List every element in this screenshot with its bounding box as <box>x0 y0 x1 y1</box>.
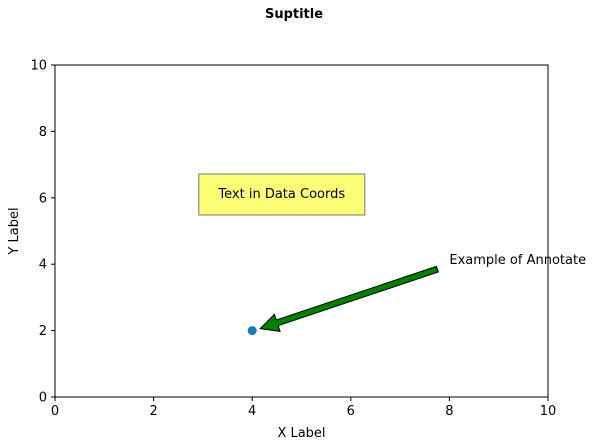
text-box-label: Text in Data Coords <box>217 187 345 202</box>
scatter-point <box>247 326 257 336</box>
text-box-frame <box>198 173 366 216</box>
scatter-points <box>247 326 257 336</box>
y-axis-ticks: 0 2 4 6 8 10 <box>30 59 55 406</box>
x-tick-label: 4 <box>248 404 256 419</box>
x-axis-ticks: 0 2 4 6 8 10 <box>51 397 556 419</box>
x-tick-label: 0 <box>51 404 59 419</box>
y-tick-label: 4 <box>39 258 47 273</box>
x-tick-label: 10 <box>540 404 557 419</box>
annotation-arrow <box>259 265 440 333</box>
x-tick-label: 2 <box>149 404 157 419</box>
axes-frame <box>54 64 549 398</box>
annotation-label: Example of Annotate <box>449 253 586 268</box>
y-tick-label: 2 <box>39 324 47 339</box>
y-axis-label: Y Label <box>7 207 22 255</box>
x-tick-label: 6 <box>347 404 355 419</box>
y-tick-label: 6 <box>39 191 47 206</box>
text-box: Text in Data Coords <box>198 173 366 216</box>
annotation: Example of Annotate <box>259 253 586 333</box>
y-tick-label: 10 <box>30 59 47 74</box>
chart-suptitle: Suptitle <box>265 7 323 22</box>
x-axis-label: X Label <box>277 426 325 441</box>
x-tick-label: 8 <box>445 404 453 419</box>
y-tick-label: 8 <box>39 125 47 140</box>
y-tick-label: 0 <box>39 391 47 406</box>
